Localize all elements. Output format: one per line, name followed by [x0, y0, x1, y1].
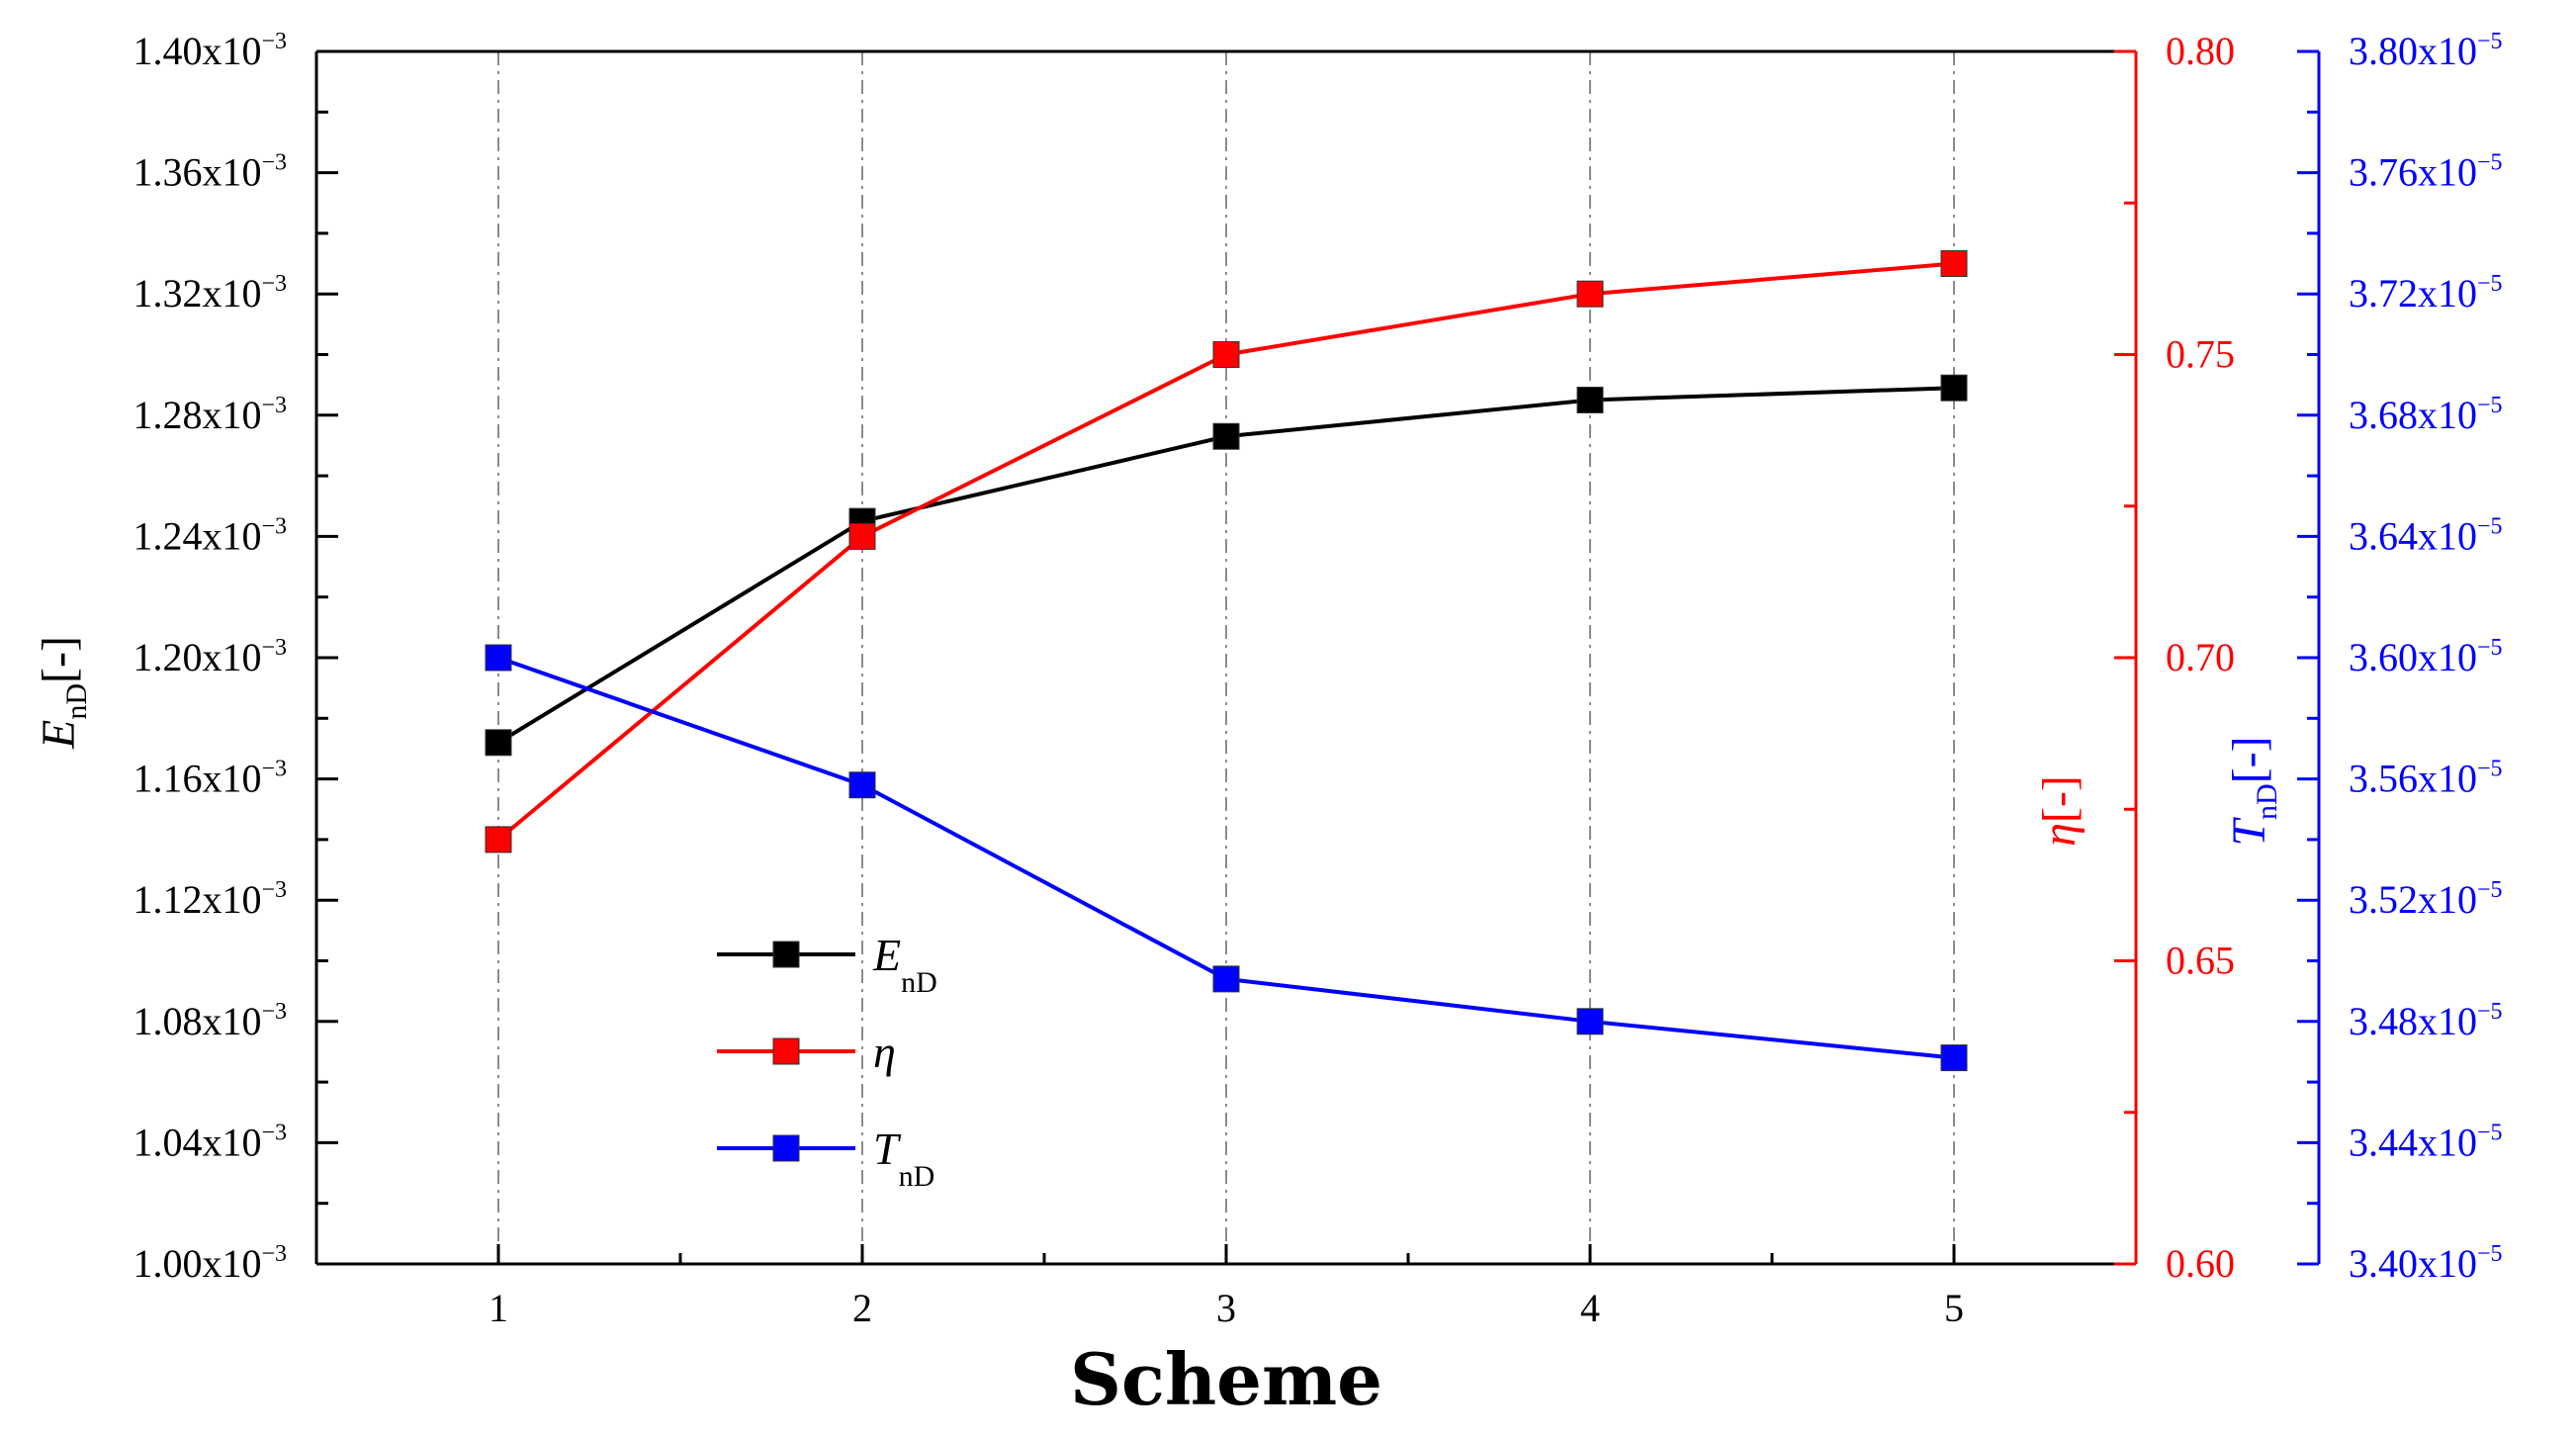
y-tick-label: 1.08x10−3: [133, 999, 287, 1043]
data-point: [1212, 341, 1240, 368]
y-tick-label: 0.80: [2166, 29, 2235, 73]
data-point: [485, 826, 512, 854]
legend-label: EnD: [872, 930, 937, 999]
y-tick-label: 1.36x10−3: [133, 150, 287, 195]
y-tick-label: 1.40x10−3: [133, 29, 287, 73]
data-point: [485, 644, 512, 672]
data-point: [848, 771, 876, 799]
y-tick-label: 1.28x10−3: [133, 393, 287, 437]
y-tick-label: 3.60x10−5: [2349, 635, 2503, 679]
x-tick-label: 4: [1580, 1286, 1600, 1330]
data-point: [1576, 1008, 1604, 1035]
right-axis-t-title: TnD[-]: [2223, 736, 2283, 846]
y-tick-label: 3.44x10−5: [2349, 1120, 2503, 1164]
x-axis-title: Scheme: [1070, 1337, 1382, 1421]
y-tick-label: 3.64x10−5: [2349, 513, 2503, 558]
series-layer: [485, 250, 1968, 1072]
data-point: [485, 729, 512, 757]
y-tick-label: 3.48x10−5: [2349, 999, 2503, 1043]
plot-frame: [314, 49, 2321, 1266]
y-tick-label: 0.65: [2166, 939, 2235, 983]
data-point: [1212, 422, 1240, 450]
left-axis-title: EnD[-]: [33, 636, 93, 750]
legend-marker: [772, 1134, 800, 1162]
y-tick-label: 3.52x10−5: [2349, 877, 2503, 922]
y-tick-label: 1.00x10−3: [133, 1241, 287, 1286]
y-tick-label: 1.20x10−3: [133, 635, 287, 679]
y-tick-label: 3.72x10−5: [2349, 271, 2503, 315]
data-point: [1940, 1044, 1968, 1072]
axis-titles: Scheme EnD[-] η[-] TnD[-]: [33, 636, 2283, 1421]
axes: 1 2 3 4 5 1.00x10−3 1.04x10−3 1.08x10−3 1.12x10−…: [133, 29, 2502, 1330]
y-tick-label: 3.68x10−5: [2349, 393, 2503, 437]
x-tick-label: 5: [1944, 1286, 1964, 1330]
legend: EnD η TnD: [717, 930, 937, 1193]
y-tick-label: 3.56x10−5: [2349, 757, 2503, 801]
y-tick-label: 3.76x10−5: [2349, 150, 2503, 195]
y-tick-label: 0.70: [2166, 635, 2235, 679]
x-tick-label: 2: [852, 1286, 872, 1330]
y-tick-label: 1.24x10−3: [133, 513, 287, 558]
y-tick-label: 0.75: [2166, 332, 2235, 377]
data-point: [1940, 374, 1968, 402]
y-tick-label: 1.32x10−3: [133, 271, 287, 315]
y-tick-label: 1.16x10−3: [133, 757, 287, 801]
legend-marker: [772, 1037, 800, 1065]
y-tick-label: 0.60: [2166, 1241, 2235, 1286]
legend-marker: [772, 941, 800, 968]
data-point: [1212, 965, 1240, 993]
y-tick-label: 3.40x10−5: [2349, 1241, 2503, 1286]
data-point: [1576, 280, 1604, 308]
y-tick-label: 3.80x10−5: [2349, 29, 2503, 73]
data-point: [848, 522, 876, 550]
y-tick-label: 1.12x10−3: [133, 877, 287, 922]
legend-label: η: [873, 1027, 896, 1077]
data-point: [1576, 386, 1604, 413]
x-tick-label: 1: [489, 1286, 508, 1330]
data-point: [1940, 250, 1968, 278]
right-axis-eta-title: η[-]: [2033, 775, 2086, 847]
y-tick-label: 1.04x10−3: [133, 1120, 287, 1164]
x-tick-label: 3: [1216, 1286, 1236, 1330]
legend-label: TnD: [873, 1124, 934, 1193]
